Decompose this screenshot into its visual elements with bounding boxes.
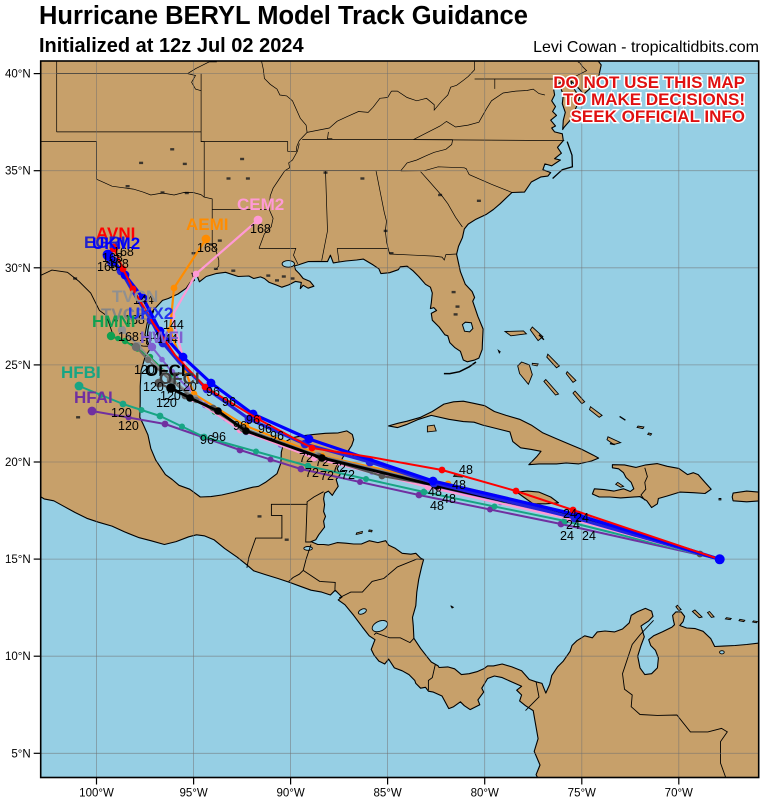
- svg-text:168: 168: [102, 251, 123, 265]
- svg-text:UKM2: UKM2: [92, 234, 140, 253]
- svg-text:SEEK OFFICIAL INFO: SEEK OFFICIAL INFO: [571, 107, 745, 126]
- svg-text:HFBI: HFBI: [61, 363, 101, 382]
- svg-text:24: 24: [563, 507, 577, 521]
- svg-text:70°W: 70°W: [665, 788, 693, 800]
- svg-text:OFCL: OFCL: [145, 361, 191, 380]
- svg-text:48: 48: [430, 499, 444, 513]
- svg-text:AEMI: AEMI: [186, 215, 229, 234]
- svg-text:72: 72: [299, 451, 313, 465]
- svg-text:120: 120: [143, 380, 164, 394]
- svg-text:AVNI: AVNI: [96, 224, 135, 243]
- svg-text:85°W: 85°W: [373, 788, 401, 800]
- svg-text:72: 72: [332, 461, 346, 475]
- svg-text:168: 168: [113, 245, 134, 259]
- svg-text:TO MAKE DECISIONS!: TO MAKE DECISIONS!: [563, 90, 745, 109]
- svg-text:144: 144: [133, 293, 154, 307]
- svg-text:TVCN: TVCN: [112, 287, 158, 306]
- svg-text:90°W: 90°W: [276, 788, 304, 800]
- svg-text:168: 168: [97, 260, 118, 274]
- svg-text:72: 72: [315, 455, 329, 469]
- svg-text:40°N: 40°N: [5, 69, 31, 81]
- svg-text:48: 48: [428, 485, 442, 499]
- svg-text:35°N: 35°N: [5, 166, 31, 178]
- svg-text:24: 24: [566, 518, 580, 532]
- svg-text:120: 120: [118, 419, 139, 433]
- svg-text:168: 168: [197, 241, 218, 255]
- svg-text:96: 96: [233, 419, 247, 433]
- svg-text:96: 96: [206, 385, 220, 399]
- svg-text:120: 120: [160, 389, 181, 403]
- svg-text:75°W: 75°W: [568, 788, 596, 800]
- svg-text:72: 72: [305, 466, 319, 480]
- svg-text:48: 48: [459, 463, 473, 477]
- svg-text:96: 96: [246, 413, 260, 427]
- svg-text:96: 96: [270, 429, 284, 443]
- svg-text:72: 72: [320, 469, 334, 483]
- svg-text:24: 24: [582, 529, 596, 543]
- svg-text:OFCI: OFCI: [159, 369, 200, 388]
- svg-text:120: 120: [156, 396, 177, 410]
- svg-text:UKX2: UKX2: [128, 304, 173, 323]
- svg-text:168: 168: [108, 257, 129, 271]
- svg-text:24: 24: [575, 511, 589, 525]
- svg-text:144: 144: [163, 318, 184, 332]
- svg-text:96: 96: [222, 395, 236, 409]
- svg-text:EGRI: EGRI: [84, 233, 126, 252]
- svg-text:48: 48: [442, 492, 456, 506]
- svg-text:5°N: 5°N: [11, 748, 30, 760]
- svg-text:120: 120: [111, 406, 132, 420]
- svg-text:HWFI: HWFI: [140, 328, 183, 347]
- svg-text:144: 144: [139, 330, 160, 344]
- svg-text:24: 24: [560, 529, 574, 543]
- svg-text:HMNI: HMNI: [92, 312, 135, 331]
- svg-text:80°W: 80°W: [471, 788, 499, 800]
- svg-text:TVCE: TVCE: [101, 305, 146, 324]
- svg-text:95°W: 95°W: [179, 788, 207, 800]
- svg-text:120: 120: [134, 363, 155, 377]
- svg-text:CEM2: CEM2: [237, 195, 284, 214]
- svg-text:168: 168: [250, 222, 271, 236]
- svg-text:25°N: 25°N: [5, 360, 31, 372]
- svg-text:96: 96: [200, 433, 214, 447]
- svg-text:30°N: 30°N: [5, 263, 31, 275]
- svg-text:HFAI: HFAI: [74, 388, 113, 407]
- svg-text:48: 48: [452, 478, 466, 492]
- svg-text:144: 144: [157, 332, 178, 346]
- svg-text:10°N: 10°N: [5, 651, 31, 663]
- svg-text:120: 120: [176, 380, 197, 394]
- svg-text:DO NOT USE THIS MAP: DO NOT USE THIS MAP: [553, 73, 745, 92]
- svg-text:168: 168: [118, 330, 139, 344]
- svg-text:100°W: 100°W: [79, 788, 114, 800]
- svg-text:96: 96: [212, 430, 226, 444]
- svg-text:96: 96: [258, 422, 272, 436]
- svg-text:20°N: 20°N: [5, 457, 31, 469]
- svg-text:15°N: 15°N: [5, 554, 31, 566]
- svg-text:72: 72: [341, 468, 355, 482]
- svg-text:168: 168: [124, 313, 145, 327]
